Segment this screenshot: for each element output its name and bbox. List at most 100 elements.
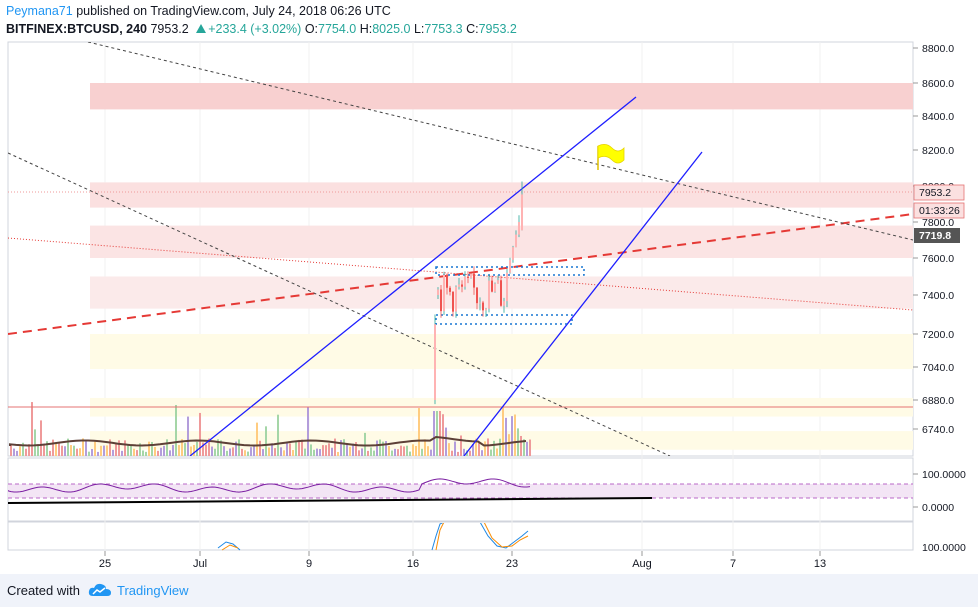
price-axis-label: 8200.0 <box>922 145 954 157</box>
volume-bar <box>355 442 357 456</box>
volume-bar <box>253 445 255 456</box>
volume-bar <box>340 440 342 456</box>
candle-body <box>500 280 502 306</box>
last-price-tag: 7953.2 <box>913 184 965 201</box>
price-zone-0[interactable] <box>90 83 913 110</box>
candle-body <box>482 302 484 311</box>
candle-body <box>443 274 445 312</box>
time-axis[interactable]: 25 Jul 9 16 23 Aug 7 13 <box>99 551 826 570</box>
tradingview-link[interactable]: TradingView <box>117 583 189 598</box>
volume-bar <box>85 441 87 456</box>
volume-bar <box>436 411 438 456</box>
volume-bar <box>16 450 18 456</box>
price-zone-1[interactable] <box>90 182 913 208</box>
volume-bar <box>475 438 477 456</box>
rsi-trendline[interactable] <box>8 497 653 504</box>
candle-body <box>437 289 439 295</box>
black-dashed-trendline-2[interactable] <box>8 152 671 456</box>
volume-bar <box>523 439 525 456</box>
volume-bar <box>385 441 387 456</box>
oscillator-pane[interactable] <box>7 521 914 551</box>
volume-bar <box>487 438 489 456</box>
symbol-label[interactable]: BITFINEX:BTCUSD, 240 <box>6 22 147 36</box>
volume-bar <box>379 439 381 456</box>
volume-bar <box>271 443 273 456</box>
volume-bar <box>211 446 213 456</box>
red-dashed-trendline[interactable] <box>8 213 913 335</box>
volume-bar <box>37 444 39 456</box>
volume-bar <box>460 435 462 456</box>
volume-bar <box>199 412 201 456</box>
price-axis[interactable]: 8800.08600.08400.08200.08000.07800.07600… <box>913 43 954 436</box>
range-box-bottom[interactable] <box>435 314 573 325</box>
volume-bar <box>418 408 420 456</box>
ohlc-legend: BITFINEX:BTCUSD, 240 7953.2 +233.4 (+3.0… <box>6 22 517 36</box>
volume-bar <box>73 445 75 456</box>
price-axis-label: 7800.0 <box>922 217 954 229</box>
volume-bar <box>13 448 15 456</box>
osc-line-orange-1 <box>221 544 239 551</box>
price-zones <box>90 83 913 450</box>
channel-lower-line[interactable] <box>463 151 703 456</box>
volume-bar <box>223 446 225 456</box>
volume-bar <box>256 422 258 456</box>
volume-bar <box>511 416 513 456</box>
volume-bar <box>121 450 123 456</box>
volume-bar <box>178 445 180 456</box>
volume-bar <box>100 445 102 456</box>
volume-bar <box>427 446 429 456</box>
volume-bar <box>457 451 459 456</box>
chart-canvas[interactable]: 8800.08600.08400.08200.08000.07800.07600… <box>0 40 978 574</box>
volume-ma-line <box>9 435 527 447</box>
volume-bar <box>22 442 24 456</box>
volume-bar <box>214 448 216 456</box>
footer: Created with TradingView <box>0 574 978 607</box>
time-axis-label: 25 <box>99 558 111 570</box>
volume-bar <box>304 448 306 456</box>
price-zone-4[interactable] <box>90 334 913 370</box>
up-arrow-icon <box>196 24 207 33</box>
price-axis-label: 7200.0 <box>922 329 954 341</box>
volume-bar <box>148 441 150 456</box>
candle-body <box>467 276 469 278</box>
candle-body <box>497 280 499 284</box>
volume-bar <box>172 445 174 456</box>
volume-bar <box>361 448 363 456</box>
volume-bar <box>34 429 36 456</box>
volume-bar <box>313 449 315 456</box>
volume-bar <box>505 417 507 456</box>
volume-bar <box>295 441 297 456</box>
author-link[interactable]: Peymana71 <box>6 4 73 18</box>
tradingview-cloud-icon <box>88 583 111 596</box>
volume-bar <box>481 450 483 456</box>
volume-bar <box>127 445 129 456</box>
candle-body <box>464 276 466 287</box>
volume-bar <box>364 432 366 456</box>
volume-bar <box>40 420 42 456</box>
volume-bar <box>118 440 120 456</box>
volume-bar <box>454 441 456 456</box>
volume-bar <box>373 450 375 456</box>
volume-bar <box>220 440 222 456</box>
volume-bar <box>391 450 393 456</box>
volume-bar <box>463 448 465 456</box>
flag-icon[interactable] <box>597 144 625 170</box>
volume-bar <box>265 426 267 456</box>
chart-header: Peymana71 published on TradingView.com, … <box>0 0 978 40</box>
volume-bar <box>382 441 384 456</box>
osc-axis-label-100: 100.0000 <box>922 542 966 554</box>
volume-bar <box>133 448 135 456</box>
volume-bar <box>403 446 405 456</box>
channel-upper-line[interactable] <box>189 96 637 456</box>
last-price: 7953.2 <box>150 22 189 36</box>
volume-bar <box>25 448 27 456</box>
volume-bar <box>247 451 249 456</box>
volume-bar <box>358 450 360 456</box>
volume-bar <box>136 450 138 456</box>
volume-bar <box>208 438 210 456</box>
volume-bar <box>424 439 426 456</box>
volume-bar <box>367 450 369 456</box>
candle-body <box>452 291 454 312</box>
price-zone-2[interactable] <box>90 225 913 258</box>
range-box-top[interactable] <box>435 266 585 276</box>
